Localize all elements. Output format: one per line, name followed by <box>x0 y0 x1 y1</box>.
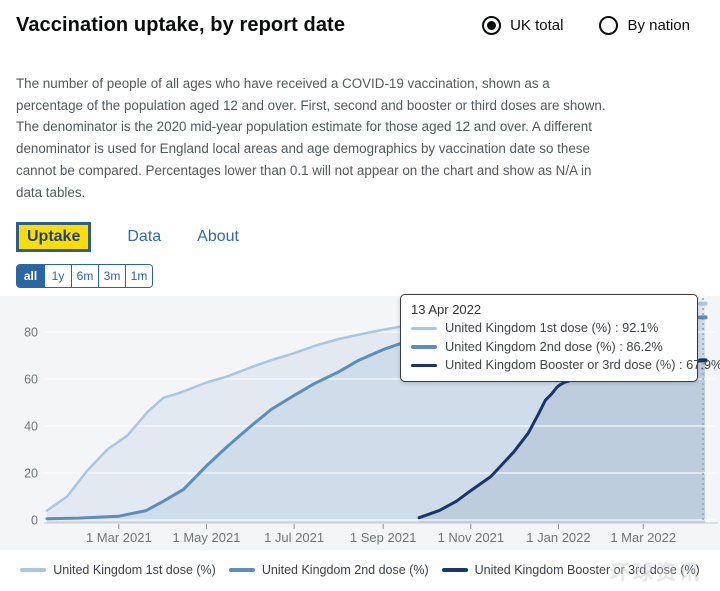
hover-marker-1 <box>698 315 708 320</box>
header: Vaccination uptake, by report date UK to… <box>16 14 704 48</box>
time-range-button-group: all 1y 6m 3m 1m <box>16 264 153 289</box>
radio-selected-icon[interactable] <box>482 16 502 35</box>
chart-legend: United Kingdom 1st dose (%) United Kingd… <box>16 550 704 589</box>
series-swatch-1st-dose <box>411 326 437 331</box>
x-axis-label: 1 Nov 2021 <box>438 530 505 545</box>
y-axis-label: 40 <box>24 420 38 434</box>
range-button-1y[interactable]: 1y <box>44 265 71 288</box>
page-title: Vaccination uptake, by report date <box>16 14 346 36</box>
radio-by-nation[interactable]: By nation <box>599 16 690 35</box>
y-axis-label: 0 <box>31 514 38 528</box>
legend-label-1st-dose: United Kingdom 1st dose (%) <box>53 562 216 577</box>
radio-uk-total-label: UK total <box>510 17 564 34</box>
y-axis-label: 60 <box>24 373 38 387</box>
radio-uk-total[interactable]: UK total <box>482 16 563 35</box>
x-axis-label: 1 Jan 2022 <box>526 530 590 545</box>
series-swatch-booster <box>411 363 437 368</box>
x-axis-label: 1 May 2021 <box>173 530 241 545</box>
radio-unselected-icon[interactable] <box>599 16 619 35</box>
tab-about[interactable]: About <box>197 228 239 246</box>
tooltip-row-2nd-dose: United Kingdom 2nd dose (%) : 86.2% <box>411 338 687 357</box>
legend-label-booster: United Kingdom Booster or 3rd dose (%) <box>474 562 700 577</box>
radio-by-nation-label: By nation <box>627 17 690 34</box>
tooltip-2nd-dose-value: 86.2% <box>626 338 663 354</box>
x-axis-label: 1 Mar 2022 <box>610 530 676 545</box>
range-button-all[interactable]: all <box>17 265 44 288</box>
tooltip-row-booster: United Kingdom Booster or 3rd dose (%) :… <box>411 356 720 375</box>
legend-swatch-1st-dose <box>20 567 47 572</box>
legend-label-2nd-dose: United Kingdom 2nd dose (%) <box>261 562 429 577</box>
y-axis-label: 80 <box>24 326 38 340</box>
scope-radio-group: UK total By nation <box>482 16 690 35</box>
tab-uptake[interactable]: Uptake <box>16 222 92 253</box>
range-button-1m[interactable]: 1m <box>125 265 152 288</box>
description-text: The number of people of all ages who hav… <box>16 76 606 200</box>
hover-marker-2 <box>698 358 708 363</box>
chart-tooltip: 13 Apr 2022 United Kingdom 1st dose (%) … <box>400 294 720 382</box>
chart-area[interactable]: 0 20 40 60 80 1 Mar 2021 1 May 2021 1 Jul 2021 1… <box>0 294 720 551</box>
tooltip-date: 13 Apr 2022 <box>411 302 482 318</box>
legend-item-booster[interactable]: United Kingdom Booster or 3rd dose (%) <box>441 562 700 577</box>
tooltip-2nd-dose-label: United Kingdom 2nd dose (%) <box>445 338 616 354</box>
legend-item-2nd-dose[interactable]: United Kingdom 2nd dose (%) <box>228 562 429 577</box>
x-axis-label: 1 Jul 2021 <box>264 530 324 545</box>
range-button-6m[interactable]: 6m <box>71 265 98 288</box>
tooltip-booster-value: 67.9% <box>686 357 720 373</box>
tooltip-1st-dose-value: 92.1% <box>622 320 659 336</box>
legend-swatch-booster <box>441 567 468 572</box>
legend-item-1st-dose[interactable]: United Kingdom 1st dose (%) <box>20 563 216 577</box>
tooltip-1st-dose-label: United Kingdom 1st dose (%) <box>445 320 612 336</box>
tab-data[interactable]: Data <box>127 228 162 246</box>
series-area-2 <box>419 360 705 524</box>
legend-swatch-2nd-dose <box>228 567 255 572</box>
hover-marker-0 <box>698 301 708 306</box>
x-axis-label: 1 Sep 2021 <box>350 530 417 545</box>
tooltip-row-1st-dose: United Kingdom 1st dose (%) : 92.1% <box>411 319 687 338</box>
tooltip-booster-label: United Kingdom Booster or 3rd dose (%) <box>445 357 676 373</box>
series-swatch-2nd-dose <box>411 345 437 349</box>
y-axis-label: 20 <box>24 467 38 481</box>
x-axis-label: 1 Mar 2021 <box>86 530 152 545</box>
range-button-3m[interactable]: 3m <box>98 265 125 288</box>
tab-bar: Uptake Data About <box>16 222 704 253</box>
